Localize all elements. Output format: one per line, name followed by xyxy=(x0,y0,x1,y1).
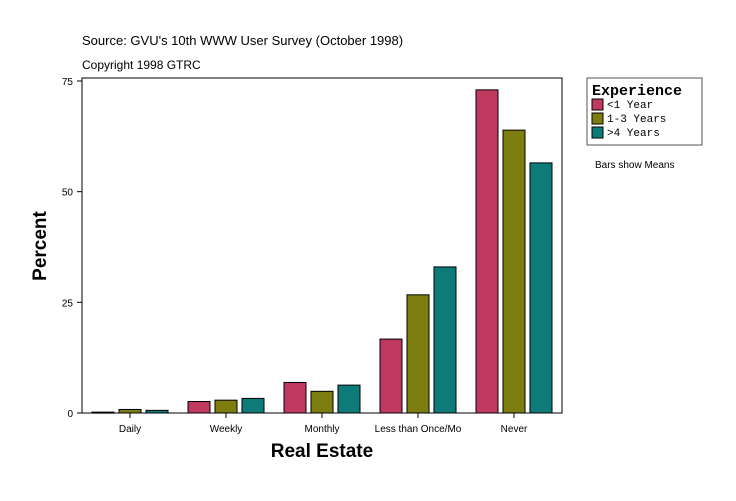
bar-weekly-series-3 xyxy=(241,397,265,414)
legend: Experience <1 Year 1-3 Years >4 Years xyxy=(586,77,703,146)
bar-never-series-2 xyxy=(502,129,526,414)
bar-monthly-series-1 xyxy=(283,381,307,414)
x-tick-label: Weekly xyxy=(210,424,243,435)
bar-weekly-series-1 xyxy=(187,400,211,414)
chart-subtitle: Copyright 1998 GTRC xyxy=(82,58,201,72)
y-tick-label: 75 xyxy=(62,77,74,88)
bar-less-than-once-mo-series-3 xyxy=(433,266,457,414)
chart-title: Source: GVU's 10th WWW User Survey (Octo… xyxy=(82,33,403,48)
y-tick-label: 25 xyxy=(62,298,74,309)
y-axis-label: Percent xyxy=(30,210,51,280)
x-tick-label: Monthly xyxy=(304,424,339,435)
legend-label: 1-3 Years xyxy=(607,114,666,126)
x-axis-label: Real Estate xyxy=(271,441,373,462)
bar-weekly-series-2 xyxy=(214,399,238,414)
legend-box xyxy=(586,77,703,146)
legend-swatch xyxy=(591,126,604,139)
bar-never-series-3 xyxy=(529,162,553,414)
bar-less-than-once-mo-series-2 xyxy=(406,294,430,414)
bar-daily-series-3 xyxy=(145,409,169,414)
bar-never-series-1 xyxy=(475,89,499,414)
legend-swatch xyxy=(591,112,604,125)
legend-label: >4 Years xyxy=(607,128,660,140)
x-tick-label: Never xyxy=(501,424,528,435)
legend-title: Experience xyxy=(592,83,682,100)
y-axis: 0 25 50 75 xyxy=(62,77,82,420)
note-text: Bars show Means xyxy=(595,160,674,171)
bar-less-than-once-mo-series-1 xyxy=(379,338,403,414)
bar-monthly-series-3 xyxy=(337,384,361,414)
y-tick-label: 50 xyxy=(62,188,74,199)
x-tick-label: Daily xyxy=(119,424,141,435)
y-tick-label: 0 xyxy=(67,409,73,420)
bar-daily-series-1 xyxy=(91,411,115,414)
x-tick-label: Less than Once/Mo xyxy=(375,424,462,435)
bar-monthly-series-2 xyxy=(310,390,334,414)
bar-daily-series-2 xyxy=(118,408,142,414)
bars xyxy=(91,89,553,414)
x-axis: Daily Weekly Monthly Less than Once/Mo Never xyxy=(119,413,528,435)
legend-label: <1 Year xyxy=(607,100,653,112)
legend-swatch xyxy=(591,98,604,111)
